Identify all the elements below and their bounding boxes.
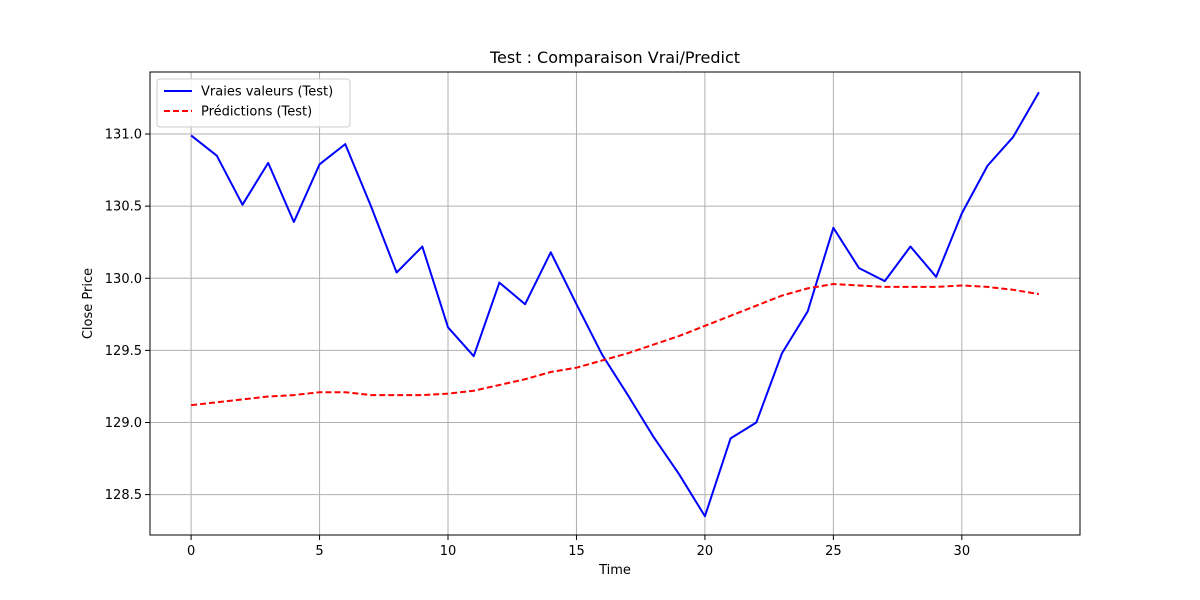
grid <box>150 72 1080 535</box>
x-tick-label: 25 <box>825 544 842 559</box>
x-tick-label: 5 <box>315 544 323 559</box>
x-axis-label: Time <box>598 563 631 578</box>
y-tick-label: 130.0 <box>105 272 142 287</box>
y-tick-label: 129.5 <box>105 344 142 359</box>
series-line-predictions <box>190 283 1040 407</box>
x-tick-label: 15 <box>568 544 585 559</box>
y-tick-label: 129.0 <box>105 416 142 431</box>
legend-label: Vraies valeurs (Test) <box>201 85 333 100</box>
x-tick-label: 0 <box>187 544 195 559</box>
x-tick-label: 10 <box>440 544 457 559</box>
legend-box <box>156 78 351 128</box>
y-tick-label: 131.0 <box>105 128 142 143</box>
ticks: 0 5 10 15 20 25 30 128.5 129.0 129.5 130.0 130.5 131… <box>105 128 970 559</box>
y-tick-label: 130.5 <box>105 200 142 215</box>
x-tick-label: 30 <box>954 544 971 559</box>
y-axis-label: Close Price <box>81 268 96 339</box>
x-tick-label: 20 <box>697 544 714 559</box>
y-tick-label: 128.5 <box>105 488 142 503</box>
chart-title: Test : Comparaison Vrai/Predict <box>489 48 740 67</box>
plot-frame <box>149 71 1081 536</box>
series-line-true-values <box>190 91 1040 518</box>
legend-label: Prédictions (Test) <box>201 105 312 120</box>
legend: Vraies valeurs (Test) Prédictions (Test) <box>156 78 351 128</box>
series-layer <box>190 91 1040 518</box>
plot-area <box>150 72 1080 535</box>
